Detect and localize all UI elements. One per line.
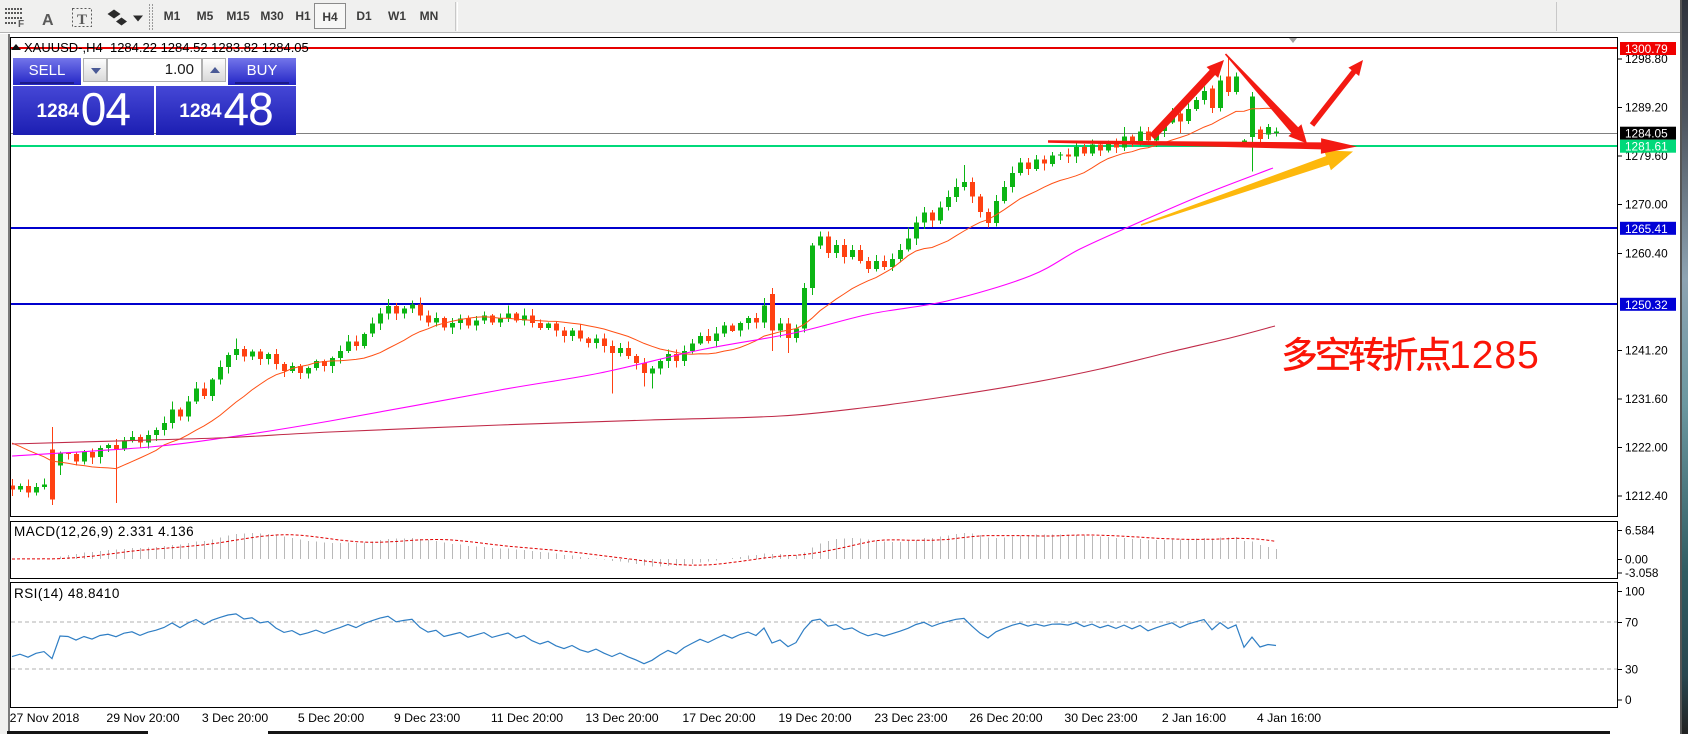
svg-text:1260.40: 1260.40 bbox=[1625, 246, 1668, 260]
svg-text:1284.05: 1284.05 bbox=[1625, 127, 1668, 141]
svg-text:30: 30 bbox=[1625, 663, 1639, 677]
svg-text:19 Dec 20:00: 19 Dec 20:00 bbox=[778, 711, 851, 725]
svg-text:2 Jan 16:00: 2 Jan 16:00 bbox=[1162, 711, 1226, 725]
svg-text:1285: 1285 bbox=[1449, 334, 1540, 377]
svg-text:6.584: 6.584 bbox=[1625, 524, 1655, 538]
svg-text:11 Dec 20:00: 11 Dec 20:00 bbox=[491, 711, 563, 725]
svg-text:1250.32: 1250.32 bbox=[1625, 298, 1668, 312]
svg-text:27 Nov 2018: 27 Nov 2018 bbox=[10, 711, 80, 725]
svg-text:26 Dec 20:00: 26 Dec 20:00 bbox=[969, 711, 1042, 725]
svg-text:F: F bbox=[18, 19, 24, 30]
svg-text:1265.41: 1265.41 bbox=[1625, 222, 1668, 236]
svg-text:XAUUSD-,H4 1284.22 1284.52 12: XAUUSD-,H4 1284.22 1284.52 1283.82 1284.… bbox=[24, 40, 309, 55]
svg-text:A: A bbox=[42, 12, 54, 29]
svg-text:1281.61: 1281.61 bbox=[1625, 140, 1668, 154]
svg-text:0.00: 0.00 bbox=[1625, 553, 1648, 567]
svg-text:RSI(14) 48.8410: RSI(14) 48.8410 bbox=[14, 586, 120, 601]
svg-text:4 Jan 16:00: 4 Jan 16:00 bbox=[1257, 711, 1321, 725]
svg-text:23 Dec 23:00: 23 Dec 23:00 bbox=[874, 711, 947, 725]
svg-text:13 Dec 20:00: 13 Dec 20:00 bbox=[585, 711, 658, 725]
svg-text:5 Dec 20:00: 5 Dec 20:00 bbox=[298, 711, 364, 725]
svg-text:29 Nov 20:00: 29 Nov 20:00 bbox=[106, 711, 179, 725]
svg-text:1300.79: 1300.79 bbox=[1625, 42, 1668, 56]
svg-text:30 Dec 23:00: 30 Dec 23:00 bbox=[1064, 711, 1137, 725]
svg-text:0: 0 bbox=[1625, 693, 1632, 707]
svg-text:T: T bbox=[77, 12, 87, 28]
svg-text:3 Dec 20:00: 3 Dec 20:00 bbox=[202, 711, 268, 725]
svg-text:1212.40: 1212.40 bbox=[1625, 489, 1668, 503]
svg-text:1270.00: 1270.00 bbox=[1625, 198, 1668, 212]
svg-text:1298.80: 1298.80 bbox=[1625, 52, 1668, 66]
svg-text:-3.058: -3.058 bbox=[1625, 566, 1659, 580]
svg-text:17 Dec 20:00: 17 Dec 20:00 bbox=[682, 711, 755, 725]
svg-text:1241.20: 1241.20 bbox=[1625, 344, 1668, 358]
svg-text:70: 70 bbox=[1625, 616, 1639, 630]
svg-text:MACD(12,26,9) 2.331 4.136: MACD(12,26,9) 2.331 4.136 bbox=[14, 524, 194, 539]
svg-text:1222.00: 1222.00 bbox=[1625, 441, 1668, 455]
svg-text:100: 100 bbox=[1625, 585, 1645, 599]
svg-text:1289.20: 1289.20 bbox=[1625, 101, 1668, 115]
svg-text:9 Dec 23:00: 9 Dec 23:00 bbox=[394, 711, 460, 725]
svg-text:1231.60: 1231.60 bbox=[1625, 392, 1668, 406]
